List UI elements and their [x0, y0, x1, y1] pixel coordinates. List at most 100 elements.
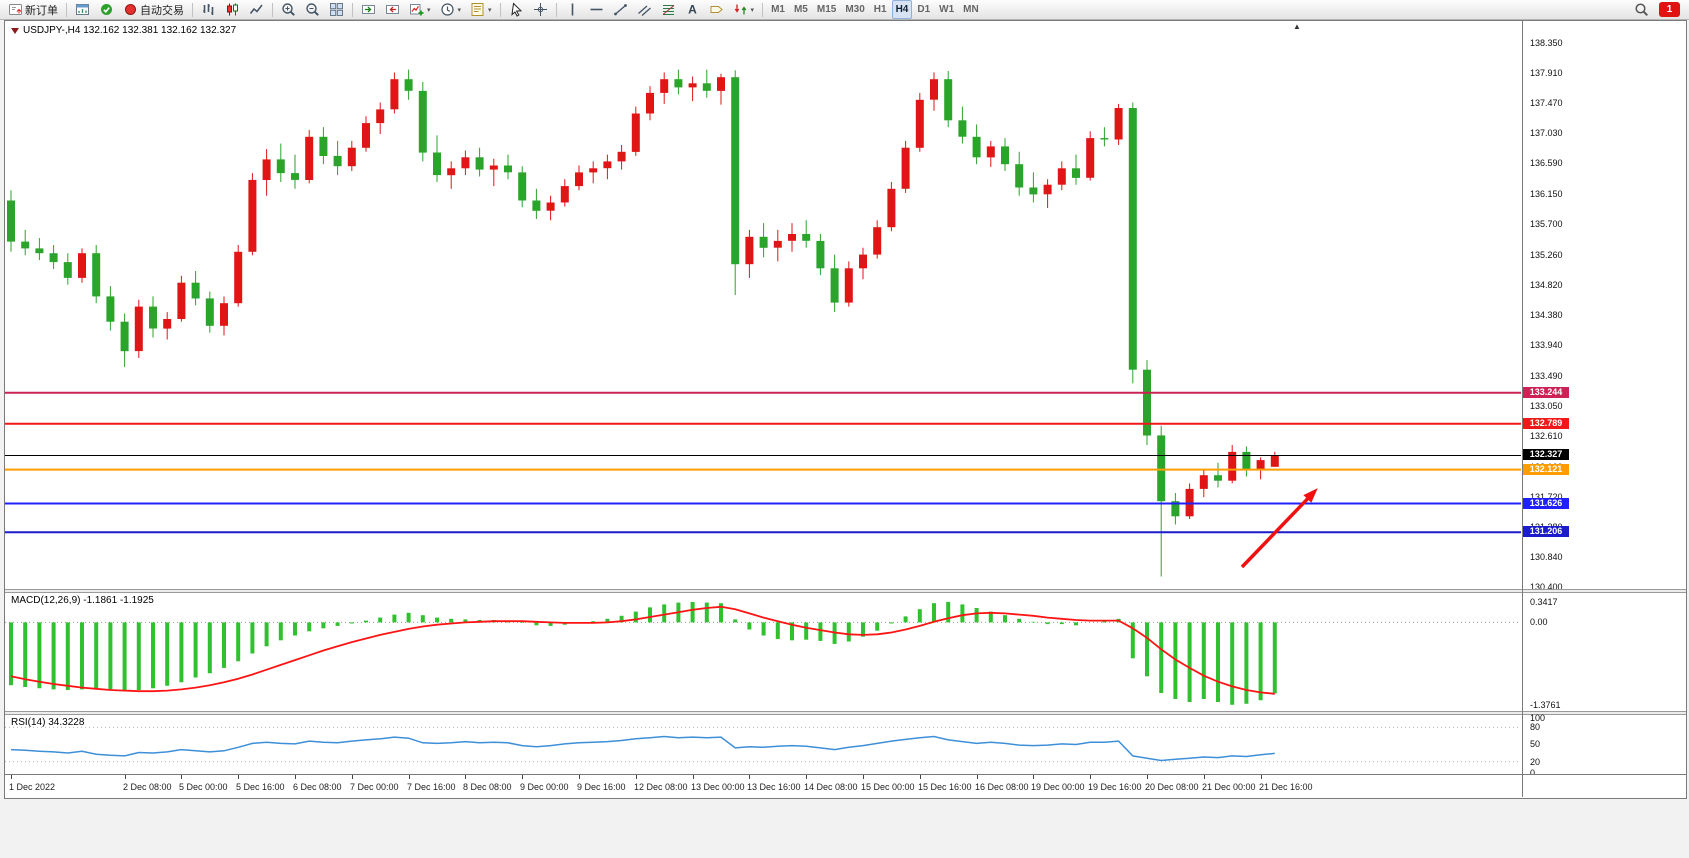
rsi-indicator-pane[interactable]	[5, 715, 1522, 774]
timeframe-d1-label: D1	[917, 4, 931, 15]
new-order-icon	[8, 2, 23, 17]
auto-trading-button[interactable]: 自动交易	[119, 0, 188, 19]
toolbar-separator	[555, 2, 557, 17]
trendline-tool-button[interactable]	[609, 0, 632, 19]
hline-icon	[589, 2, 604, 17]
toolbar-separator	[272, 2, 273, 17]
time-label: 21 Dec 16:00	[1259, 782, 1313, 792]
chevron-down-icon: ▾	[427, 6, 431, 14]
bar-chart-mode-button[interactable]	[197, 0, 220, 19]
time-tick	[693, 775, 694, 779]
candles-icon	[225, 2, 240, 17]
time-axis[interactable]: 1 Dec 2022 2 Dec 08:00 5 Dec 00:00 5 Dec 16…	[5, 774, 1686, 798]
time-tick	[1147, 775, 1148, 779]
periods-button[interactable]: ▾	[436, 0, 466, 19]
cursor-tool-button[interactable]	[505, 0, 528, 19]
channel-tool-button[interactable]	[633, 0, 656, 19]
pane-divider[interactable]	[5, 711, 1686, 715]
chevron-down-icon: ▾	[457, 6, 462, 14]
time-tick	[863, 775, 864, 779]
time-tick	[636, 775, 637, 779]
pane-divider[interactable]	[5, 589, 1686, 593]
rsi-scale[interactable]: 100 80 50 20 0	[1523, 713, 1685, 778]
chevron-down-icon: ▾	[488, 6, 492, 14]
timeframe-m15[interactable]: M15	[813, 0, 840, 19]
text-label-tool-button[interactable]	[705, 0, 728, 19]
macd-scale-label: -1.3761	[1530, 700, 1561, 710]
timeframe-d1[interactable]: D1	[913, 0, 934, 19]
time-label: 9 Dec 00:00	[520, 782, 569, 792]
timeframe-h1[interactable]: H1	[870, 0, 891, 19]
price-scale-label: 137.910	[1530, 68, 1563, 78]
time-label: 8 Dec 08:00	[463, 782, 512, 792]
price-scale-label: 130.840	[1530, 552, 1563, 562]
charts-window-button[interactable]	[71, 0, 94, 19]
price-scale-label: 131.720	[1530, 492, 1563, 502]
timeframe-mn[interactable]: MN	[959, 0, 983, 19]
text-tool-button[interactable]: A	[681, 0, 704, 19]
line-chart-mode-button[interactable]	[245, 0, 268, 19]
time-tick	[465, 775, 466, 779]
price-scale[interactable]: 138.350 137.910 137.470 137.030 136.590 136.1…	[1523, 21, 1685, 592]
time-label: 1 Dec 2022	[9, 782, 56, 792]
macd-scale-label: 0.3417	[1530, 597, 1558, 607]
price-scale-label: 138.350	[1530, 38, 1563, 48]
notification-badge[interactable]: 1	[1659, 2, 1680, 17]
time-label: 20 Dec 08:00	[1145, 782, 1199, 792]
price-scale-label: 133.050	[1530, 401, 1563, 411]
macd-scale-label: 0.00	[1530, 617, 1548, 627]
indicators-button[interactable]: ▾	[405, 0, 435, 19]
price-scale-label: 134.820	[1530, 280, 1563, 290]
time-label: 19 Dec 00:00	[1031, 782, 1085, 792]
timeframe-m30[interactable]: M30	[841, 0, 868, 19]
templates-button[interactable]: ▾	[466, 0, 496, 19]
chart-window[interactable]: USDJPY-,H4 132.162 132.381 132.162 132.3…	[4, 20, 1687, 799]
zoom-in-button[interactable]	[277, 0, 300, 19]
auto-trading-icon	[123, 2, 138, 17]
rsi-label: RSI(14) 34.3228	[11, 717, 85, 728]
time-tick	[238, 775, 239, 779]
rsi-scale-label: 80	[1530, 722, 1541, 732]
new-order-button[interactable]: 新订单	[4, 0, 62, 19]
shift-icon	[385, 2, 400, 17]
candlestick-chart[interactable]	[5, 21, 1522, 589]
collapse-pane-button[interactable]: ▲	[1293, 22, 1301, 31]
search-button[interactable]	[1630, 0, 1653, 19]
chart-window-icon	[75, 2, 90, 17]
timeframe-w1[interactable]: W1	[935, 0, 958, 19]
crosshair-tool-button[interactable]	[529, 0, 552, 19]
candle-chart-mode-button[interactable]	[221, 0, 244, 19]
price-tag: 132.789	[1523, 418, 1569, 429]
fibonacci-tool-button[interactable]	[657, 0, 680, 19]
toolbar-separator	[192, 2, 193, 17]
price-scale-label: 136.590	[1530, 158, 1563, 168]
time-tick	[1261, 775, 1262, 779]
time-label: 6 Dec 08:00	[293, 782, 342, 792]
arrows-icon	[733, 2, 748, 17]
macd-scale[interactable]: 0.3417 0.00 -1.3761	[1523, 593, 1685, 711]
time-tick	[11, 775, 12, 779]
price-scale-label: 133.940	[1530, 340, 1563, 350]
tile-windows-button[interactable]	[325, 0, 348, 19]
vertical-line-tool-button[interactable]	[561, 0, 584, 19]
timeframe-h4-label: H4	[895, 4, 909, 15]
auto-scroll-button[interactable]	[357, 0, 380, 19]
time-tick	[125, 775, 126, 779]
zoom-out-button[interactable]	[301, 0, 324, 19]
price-scale-label: 137.030	[1530, 128, 1563, 138]
timeframe-m5[interactable]: M5	[790, 0, 812, 19]
time-label: 9 Dec 16:00	[577, 782, 626, 792]
svg-text:A: A	[688, 3, 697, 17]
time-label: 7 Dec 00:00	[350, 782, 399, 792]
arrows-tool-button[interactable]: ▾	[729, 0, 759, 19]
crosshair-icon	[533, 2, 548, 17]
horizontal-line-tool-button[interactable]	[585, 0, 608, 19]
chart-shift-button[interactable]	[381, 0, 404, 19]
timeframe-m1-label: M1	[771, 4, 785, 15]
channel-icon	[637, 2, 652, 17]
time-label: 5 Dec 00:00	[179, 782, 228, 792]
timeframe-m1[interactable]: M1	[767, 0, 789, 19]
macd-indicator-pane[interactable]	[5, 593, 1522, 711]
timeframe-h4[interactable]: H4	[891, 0, 913, 19]
quotes-refresh-button[interactable]	[95, 0, 118, 19]
